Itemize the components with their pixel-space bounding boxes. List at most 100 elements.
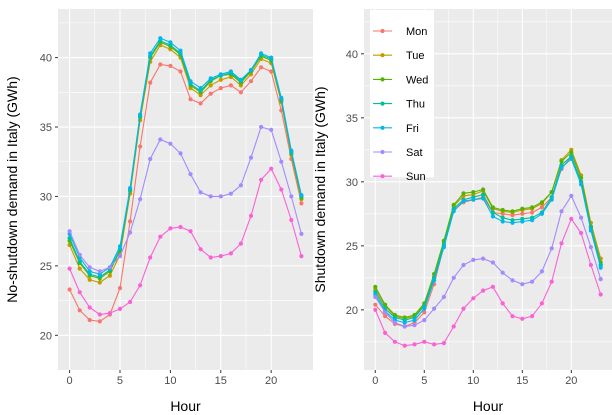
data-point-sat	[539, 269, 545, 274]
data-point-sat	[279, 159, 284, 164]
data-point-sat	[441, 294, 446, 300]
legend-key-point-sun	[380, 174, 385, 179]
data-point-wed	[471, 190, 476, 195]
data-point-mon	[218, 86, 223, 91]
data-point-sun	[530, 314, 535, 319]
data-point-sat	[208, 194, 213, 199]
data-point-sat	[559, 209, 564, 214]
data-point-mon	[269, 69, 274, 74]
legend-background	[370, 10, 434, 178]
data-point-sun	[238, 241, 243, 246]
data-point-fri	[588, 228, 594, 233]
data-point-sun	[579, 230, 584, 236]
data-point-sun	[289, 217, 294, 223]
data-point-sat	[299, 231, 304, 236]
data-point-mon	[248, 79, 254, 84]
data-point-sat	[451, 275, 456, 280]
x-tick-label: 10	[164, 375, 176, 387]
legend: Mon Tue Wed Thu Fri Sat Sun	[370, 10, 434, 183]
x-tick-label: 5	[421, 375, 427, 387]
data-point-sat	[77, 252, 82, 257]
data-point-sat	[530, 279, 535, 284]
data-point-wed	[530, 205, 535, 210]
data-point-sat	[259, 124, 264, 130]
data-point-fri	[238, 77, 243, 82]
data-point-fri	[461, 198, 466, 204]
data-point-wed	[451, 202, 456, 207]
data-point-sat	[520, 282, 525, 287]
data-point-sat	[549, 246, 554, 251]
data-point-thu	[500, 215, 505, 220]
data-point-sat	[461, 262, 466, 268]
data-point-fri	[598, 265, 603, 270]
data-point-mon	[383, 314, 388, 319]
data-point-fri	[279, 95, 284, 100]
data-point-sat	[392, 320, 397, 325]
data-point-fri	[451, 209, 456, 214]
data-point-sat	[97, 269, 102, 274]
data-point-sun	[87, 305, 92, 310]
y-tick-label: 30	[346, 177, 358, 189]
data-point-tue	[77, 266, 82, 271]
data-point-sat	[402, 324, 407, 329]
data-point-mon	[259, 65, 264, 70]
data-point-sun	[67, 266, 72, 271]
data-point-fri	[579, 182, 584, 187]
data-point-sat	[198, 190, 203, 195]
data-point-sun	[451, 324, 456, 329]
data-point-wed	[510, 209, 515, 214]
data-point-mon	[148, 80, 153, 85]
data-point-sun	[549, 279, 554, 284]
legend-label-fri: Fri	[406, 123, 419, 135]
y-tick-label: 35	[40, 122, 52, 134]
data-point-sat	[412, 323, 417, 328]
data-point-sun	[269, 166, 274, 171]
data-point-sat	[117, 254, 123, 259]
data-point-sat	[107, 265, 112, 270]
y-tick-label: 40	[346, 49, 358, 61]
data-point-mon	[198, 101, 203, 106]
data-point-fri	[188, 79, 193, 84]
x-tick-label: 0	[372, 375, 378, 387]
x-tick-label: 5	[117, 375, 123, 387]
data-point-sun	[198, 247, 203, 252]
data-point-sat	[218, 194, 223, 199]
legend-key-point-tue	[380, 53, 385, 58]
data-point-fri	[422, 306, 427, 311]
data-point-fri	[471, 197, 476, 202]
data-point-sun	[208, 255, 213, 260]
data-point-fri	[432, 278, 437, 283]
data-point-sun	[138, 283, 143, 288]
data-point-sun	[569, 216, 574, 221]
data-point-wed	[373, 284, 378, 289]
data-point-tue	[97, 280, 102, 285]
data-point-sat	[269, 127, 274, 132]
data-point-sat	[67, 229, 72, 234]
data-point-fri	[198, 86, 203, 91]
data-point-tue	[107, 273, 112, 278]
data-point-mon	[128, 219, 133, 224]
y-axis-title: No-shutdown demand in Italy (GWh)	[4, 76, 20, 302]
data-point-mon	[422, 310, 427, 315]
data-point-fri	[208, 76, 213, 81]
x-tick-label: 10	[467, 375, 479, 387]
data-point-mon	[168, 63, 173, 68]
data-point-sat	[178, 151, 183, 156]
data-point-sun	[218, 254, 223, 259]
data-point-sat	[510, 278, 515, 283]
data-point-wed	[520, 206, 525, 211]
data-point-fri	[248, 68, 254, 73]
data-point-mon	[299, 201, 304, 206]
data-point-fri	[289, 148, 294, 153]
data-point-sun	[412, 342, 417, 347]
data-point-sun	[422, 339, 427, 344]
chart-panel-2: 0 5 10 15 20 20 25 30 35 40 Hour Shutdown demand in…	[312, 9, 612, 414]
data-point-sun	[481, 288, 486, 293]
data-point-sun	[471, 296, 476, 301]
data-point-sun	[588, 262, 594, 268]
data-point-mon	[238, 90, 243, 95]
data-point-mon	[67, 287, 72, 292]
data-point-sat	[128, 230, 133, 235]
data-point-fri	[128, 186, 133, 191]
